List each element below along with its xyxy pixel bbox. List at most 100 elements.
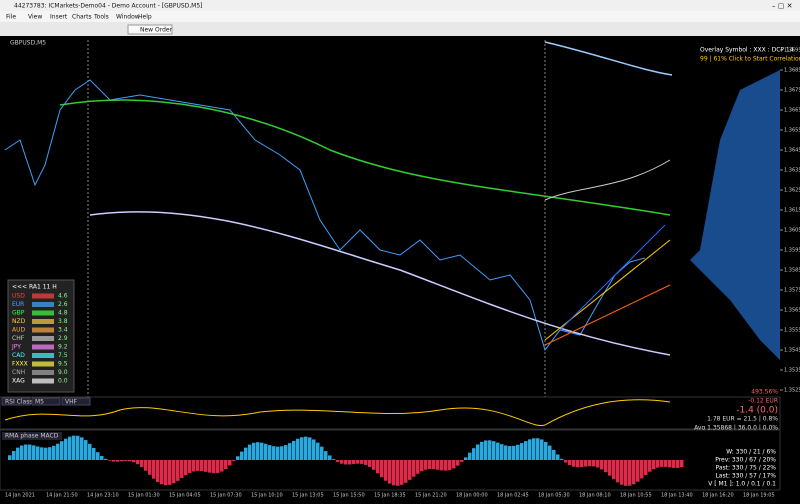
menu-item[interactable]: File <box>6 14 16 21</box>
new-order-button[interactable] <box>127 24 173 35</box>
menu-item[interactable]: Help <box>138 14 152 21</box>
macd-bar <box>456 460 460 466</box>
macd-bar <box>476 444 480 460</box>
macd-bar <box>280 446 284 460</box>
rsi-tab[interactable] <box>31 397 61 406</box>
macd-bar <box>184 460 188 476</box>
macd-bar <box>444 460 448 471</box>
macd-bar <box>116 460 120 462</box>
macd-label: RMA phase MACD <box>5 433 59 440</box>
macd-bar <box>196 460 200 471</box>
macd-bar <box>356 460 360 464</box>
strength-bar <box>32 344 54 350</box>
menu-item[interactable]: View <box>28 14 42 21</box>
channel-line <box>544 284 671 346</box>
macd-bar <box>504 445 508 460</box>
macd-bar <box>112 460 116 462</box>
time-label: 18 Jan 05:30 <box>538 493 570 499</box>
rsi-tab-label: M5 <box>35 399 44 406</box>
macd-bar <box>300 437 304 460</box>
rsi-tab-label: RSI Classic <box>5 399 37 406</box>
rsi-stat: 493.56% <box>751 389 778 396</box>
strength-bar <box>32 293 54 299</box>
macd-bar <box>236 456 240 460</box>
macd-bar <box>512 445 516 460</box>
macd-bar <box>272 446 276 460</box>
time-label: 18 Jan 10:55 <box>620 493 652 499</box>
price-label: 1.36650 <box>784 108 800 114</box>
mid-curve <box>544 159 671 201</box>
macd-bar <box>428 460 432 470</box>
macd-bar <box>656 460 660 468</box>
macd-bar <box>584 460 588 467</box>
macd-bar <box>440 460 444 471</box>
macd-bar <box>400 460 404 485</box>
macd-bar <box>128 460 132 462</box>
macd-bar <box>396 460 400 486</box>
macd-bar <box>132 460 136 463</box>
macd-bar <box>600 460 604 470</box>
strength-value: 4.8 <box>58 310 68 317</box>
macd-bar <box>24 444 28 460</box>
macd-stat: Prev: 330 / 67 / 20% <box>715 457 776 464</box>
menu-item[interactable]: Tools <box>93 14 109 21</box>
time-label: 18 Jan 13:40 <box>661 493 693 499</box>
macd-bar <box>352 460 356 465</box>
macd-bar <box>224 460 228 470</box>
time-label: 15 Jan 13:05 <box>292 493 324 499</box>
macd-bar <box>344 460 348 465</box>
price-label: 1.35350 <box>784 368 800 374</box>
time-label: 15 Jan 04:05 <box>169 493 201 499</box>
macd-bar <box>92 447 96 460</box>
rsi-tab[interactable] <box>1 397 31 406</box>
menu-item[interactable]: Window <box>116 14 140 21</box>
time-label: 15 Jan 01:30 <box>128 493 160 499</box>
time-label: 15 Jan 07:30 <box>210 493 242 499</box>
strength-bar <box>32 353 54 358</box>
strength-bar <box>32 310 54 316</box>
macd-bar <box>596 460 600 468</box>
macd-bar <box>436 460 440 470</box>
currency: CAD <box>12 352 25 359</box>
symbol-label: GBPUSD,M5 <box>10 40 46 47</box>
strength-value: 3.4 <box>58 327 68 334</box>
macd-bar <box>484 440 488 460</box>
price-label: 1.36450 <box>784 148 800 154</box>
currency: AUD <box>12 327 25 334</box>
rsi-tab[interactable] <box>61 397 91 406</box>
macd-bar <box>188 460 192 473</box>
macd-bar <box>204 460 208 472</box>
macd-bar <box>208 460 212 473</box>
macd-bar <box>364 460 368 465</box>
macd-bar <box>528 439 532 460</box>
macd-bar <box>624 460 628 486</box>
macd-bar <box>500 444 504 460</box>
macd-bar <box>544 441 548 460</box>
menu-item[interactable]: Charts <box>72 14 92 21</box>
macd-bar <box>576 460 580 468</box>
window-buttons[interactable]: – ▢ ✕ <box>772 2 792 10</box>
price-label: 1.35250 <box>784 388 800 394</box>
macd-bar <box>264 443 268 460</box>
menu-item[interactable]: Insert <box>50 14 68 21</box>
price-label: 1.36150 <box>784 208 800 214</box>
price-label: 1.36550 <box>784 128 800 134</box>
price-label: 1.35850 <box>784 268 800 274</box>
overlay-text: 99 | 61% Click to Start Correlation <box>700 56 800 63</box>
macd-bar <box>336 460 340 462</box>
macd-bar <box>48 447 52 460</box>
macd-bar <box>376 460 380 474</box>
macd-bar <box>540 439 544 460</box>
macd-bar <box>664 460 668 467</box>
macd-bar <box>160 460 164 485</box>
rsi-line <box>4 399 671 427</box>
macd-bar <box>408 460 412 480</box>
macd-bar <box>76 435 80 460</box>
price-label: 1.36750 <box>784 88 800 94</box>
macd-bar <box>288 443 292 460</box>
macd-bar <box>180 460 184 479</box>
time-label: 14 Jan 2021 <box>5 493 35 499</box>
macd-bar <box>432 460 436 470</box>
macd-bar <box>448 460 452 471</box>
